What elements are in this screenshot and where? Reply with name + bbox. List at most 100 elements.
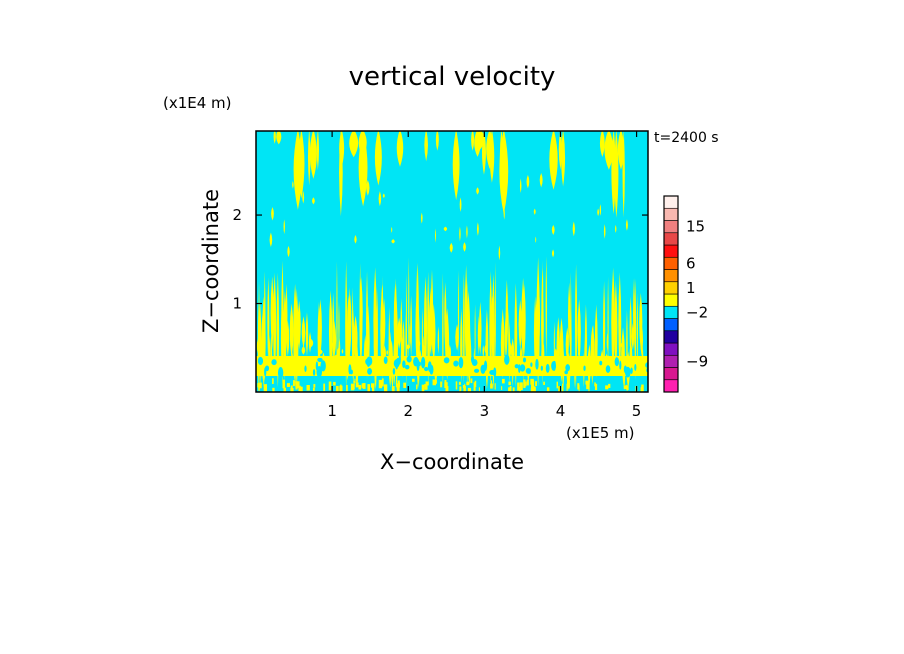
surface-cell [354,378,356,383]
surface-cell [425,381,429,386]
updraft-cell [295,180,299,189]
surface-cell [586,382,590,390]
updraft-cell [597,208,599,217]
updraft-cell [292,181,294,189]
surface-cell [295,381,298,390]
surface-cell [328,381,332,391]
updraft-cell [569,304,572,372]
colorbar-segment [663,354,679,368]
surface-cell [370,383,375,388]
surface-cell [556,381,558,389]
surface-cell [466,381,470,386]
surface-cell [512,387,515,392]
updraft-cell [505,279,509,351]
updraft-cell [375,304,378,364]
colorbar-segment [663,342,679,356]
surface-cell [335,385,339,392]
updraft-cell [267,277,270,367]
surface-cell [577,383,580,390]
updraft-cell [378,191,382,207]
updraft-cell [471,131,475,151]
downdraft-cell [634,363,637,371]
updraft-cell [553,321,555,365]
downdraft-cell [518,364,521,373]
surface-cell [378,379,383,389]
updraft-cell [431,303,436,364]
downdraft-cell [320,360,326,372]
updraft-cell [269,232,273,247]
surface-cell [306,384,310,391]
updraft-cell [498,245,501,261]
colorbar-segment [663,281,679,295]
surface-cell [625,384,628,390]
surface-cell [333,381,336,386]
downdraft-cell [522,357,527,363]
updraft-cell [552,249,555,258]
surface-cell [416,384,418,390]
downdraft-cell [528,368,531,374]
updraft-cell [422,335,424,351]
downdraft-cell [553,364,556,371]
downdraft-cell [365,358,371,366]
surface-cell [623,385,627,389]
surface-cell [641,384,644,392]
updraft-cell [301,345,306,355]
updraft-cell [316,131,319,171]
updraft-cell [396,131,404,167]
updraft-cell [287,245,290,258]
downdraft-cell [257,356,264,366]
surface-cell [282,379,286,389]
updraft-cell [618,272,622,373]
updraft-cell [298,131,305,199]
updraft-cell [539,173,543,188]
x-unit-label: (x1E5 m) [566,424,635,442]
colorbar-segment [663,207,679,221]
chart-title: vertical velocity [349,62,556,92]
x-tick-label: 5 [632,402,642,420]
surface-cell [358,384,362,390]
downdraft-cell [392,368,396,375]
plot-frame [255,130,649,393]
surface-cell [397,380,400,388]
x-axis-ticks: 1 2 3 4 5 [327,131,641,420]
downdraft-cell [614,357,620,367]
boundary-layer [256,356,648,376]
downdraft-cell [540,365,543,371]
updraft-cell [503,207,505,220]
surface-cell [391,386,395,392]
updraft-cell [365,326,369,363]
updraft-cell [494,261,496,369]
updraft-cell [391,226,393,233]
updraft-cell [289,303,294,359]
surface-cell [534,387,536,392]
updraft-cell [604,131,614,170]
updraft-cell [603,224,606,239]
y-tick-label: 1 [232,295,242,313]
surface-cell [605,385,609,390]
surface-cell [421,384,425,392]
y-tick-label: 2 [232,206,242,224]
downdraft-cell [489,369,496,376]
x-tick-label: 1 [327,402,337,420]
updraft-cell [459,226,461,242]
downdraft-cell [424,366,429,372]
velocity-field [256,131,648,392]
surface-cell [543,381,545,385]
colorbar-segment [663,293,679,307]
downdraft-cell [535,358,539,370]
colorbar-segment [663,330,679,344]
surface-cell [508,381,511,386]
updraft-cell [542,260,544,356]
updraft-cell [295,190,299,200]
surface-cell [470,378,473,384]
updraft-cell [477,315,480,355]
surface-cell [355,382,359,388]
updraft-cell [423,276,428,377]
updraft-cell [397,317,402,350]
surface-cell [272,378,274,384]
surface-cell [473,382,476,391]
updraft-cell [256,338,260,355]
updraft-cell [301,316,306,349]
downdraft-cell [458,356,464,369]
updraft-cell [435,131,439,151]
